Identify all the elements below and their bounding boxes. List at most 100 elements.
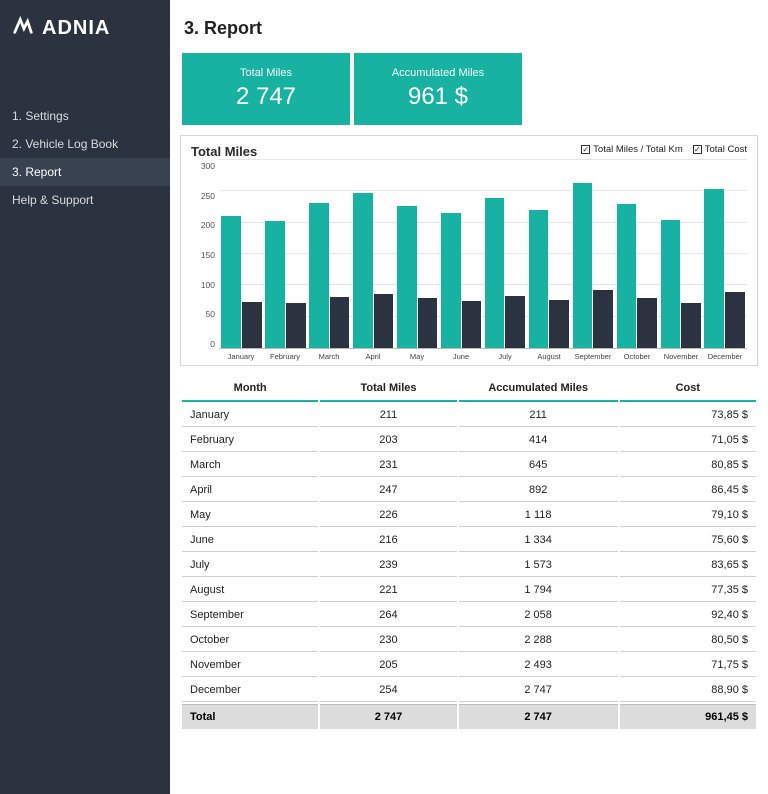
table-cell: June xyxy=(182,529,318,552)
table-row: February20341471,05 $ xyxy=(182,429,756,452)
bar-group xyxy=(704,189,745,348)
bar-cost xyxy=(681,303,701,348)
table-cell: 239 xyxy=(320,554,456,577)
bar-group xyxy=(353,193,394,348)
bar-miles xyxy=(704,189,724,348)
bar-group xyxy=(616,204,657,348)
table-cell: 892 xyxy=(459,479,618,502)
table-row: August2211 79477,35 $ xyxy=(182,579,756,602)
bar-miles xyxy=(485,198,505,348)
bar-cost xyxy=(505,296,525,348)
table-cell: 231 xyxy=(320,454,456,477)
bar-cost xyxy=(637,298,657,348)
table-cell: 247 xyxy=(320,479,456,502)
table-row: March23164580,85 $ xyxy=(182,454,756,477)
table-header-cell: Total Miles xyxy=(320,376,456,402)
brand-name: ADNIA xyxy=(42,17,110,40)
checkbox-icon: ✓ xyxy=(581,145,590,154)
table-row: November2052 49371,75 $ xyxy=(182,654,756,677)
bar-miles xyxy=(221,216,241,348)
table-cell: 211 xyxy=(459,404,618,427)
kpi-value: 961 $ xyxy=(408,83,468,111)
legend-item[interactable]: ✓Total Miles / Total Km xyxy=(581,144,683,155)
bar-miles xyxy=(529,210,549,348)
bar-group xyxy=(572,183,613,348)
table-row: June2161 33475,60 $ xyxy=(182,529,756,552)
table-cell: 80,85 $ xyxy=(620,454,756,477)
sidebar-item[interactable]: 3. Report xyxy=(0,158,170,186)
table-cell: 645 xyxy=(459,454,618,477)
bar-group xyxy=(660,220,701,348)
bar-cost xyxy=(374,294,394,348)
bar-miles xyxy=(353,193,373,348)
chart-legend: ✓Total Miles / Total Km ✓Total Cost xyxy=(581,144,747,155)
chart-title: Total Miles xyxy=(191,144,257,159)
x-axis-label: September xyxy=(571,352,615,361)
table-cell: March xyxy=(182,454,318,477)
legend-item[interactable]: ✓Total Cost xyxy=(693,144,747,155)
chart-y-axis: 300250200150100500 xyxy=(191,161,219,349)
table-cell: April xyxy=(182,479,318,502)
table-cell: 1 334 xyxy=(459,529,618,552)
bar-miles xyxy=(265,221,285,348)
legend-label: Total Miles / Total Km xyxy=(593,144,683,155)
bar-miles xyxy=(441,213,461,348)
table-cell: 1 573 xyxy=(459,554,618,577)
bar-cost xyxy=(725,292,745,348)
chart-plot xyxy=(219,161,747,349)
bar-cost xyxy=(462,301,482,348)
kpi-card: Accumulated Miles961 $ xyxy=(354,53,522,125)
table-row: September2642 05892,40 $ xyxy=(182,604,756,627)
sidebar-item[interactable]: 1. Settings xyxy=(0,102,170,130)
table-footer-cell: Total xyxy=(182,704,318,729)
table-cell: February xyxy=(182,429,318,452)
bar-group xyxy=(309,203,350,348)
main-content: 3. Report Total Miles2 747Accumulated Mi… xyxy=(170,0,768,794)
kpi-row: Total Miles 2 747 Accumulated Miles961 $ xyxy=(170,53,768,135)
table-row: May2261 11879,10 $ xyxy=(182,504,756,527)
table-row: July2391 57383,65 $ xyxy=(182,554,756,577)
table-cell: 226 xyxy=(320,504,456,527)
table-cell: 264 xyxy=(320,604,456,627)
table-cell: 230 xyxy=(320,629,456,652)
table-footer-cell: 2 747 xyxy=(320,704,456,729)
bar-cost xyxy=(549,300,569,348)
table-cell: November xyxy=(182,654,318,677)
bar-miles xyxy=(573,183,593,348)
data-table: MonthTotal MilesAccumulated MilesCost Ja… xyxy=(180,374,758,731)
brand: ADNIA xyxy=(0,0,170,58)
table-cell: August xyxy=(182,579,318,602)
kpi-label: Total Miles xyxy=(240,67,292,79)
sidebar-item[interactable]: 2. Vehicle Log Book xyxy=(0,130,170,158)
x-axis-label: December xyxy=(703,352,747,361)
table-cell: 83,65 $ xyxy=(620,554,756,577)
table-cell: 414 xyxy=(459,429,618,452)
table-cell: 2 288 xyxy=(459,629,618,652)
table-cell: 205 xyxy=(320,654,456,677)
brand-logo-icon xyxy=(12,14,34,42)
table-cell: 88,90 $ xyxy=(620,679,756,702)
table-cell: 86,45 $ xyxy=(620,479,756,502)
table-cell: 221 xyxy=(320,579,456,602)
bar-miles xyxy=(617,204,637,348)
sidebar-item[interactable]: Help & Support xyxy=(0,186,170,214)
table-cell: 79,10 $ xyxy=(620,504,756,527)
table-cell: September xyxy=(182,604,318,627)
table-cell: 254 xyxy=(320,679,456,702)
x-axis-label: April xyxy=(351,352,395,361)
table-cell: 75,60 $ xyxy=(620,529,756,552)
bar-group xyxy=(441,213,482,348)
table-cell: 2 058 xyxy=(459,604,618,627)
kpi-value: 2 747 xyxy=(236,83,296,111)
table-row: January21121173,85 $ xyxy=(182,404,756,427)
table-footer-cell: 961,45 $ xyxy=(620,704,756,729)
sidebar: ADNIA 1. Settings2. Vehicle Log Book3. R… xyxy=(0,0,170,794)
bar-cost xyxy=(418,298,438,348)
x-axis-label: May xyxy=(395,352,439,361)
table-cell: 1 118 xyxy=(459,504,618,527)
bar-cost xyxy=(330,297,350,348)
bar-miles xyxy=(309,203,329,348)
table-row: December2542 74788,90 $ xyxy=(182,679,756,702)
table-cell: 71,05 $ xyxy=(620,429,756,452)
table-cell: 73,85 $ xyxy=(620,404,756,427)
